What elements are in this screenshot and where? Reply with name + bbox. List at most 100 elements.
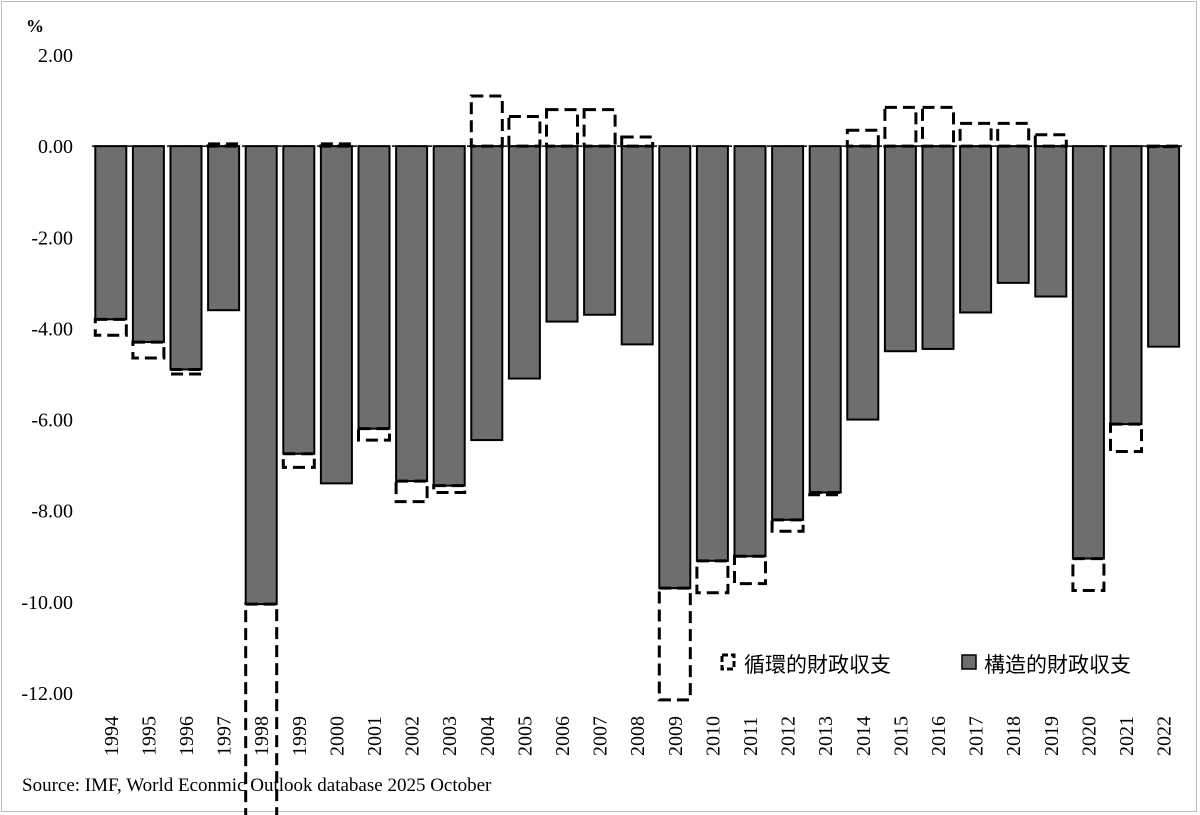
- x-tick-label: 2009: [665, 716, 687, 756]
- x-tick-label: 1994: [101, 716, 123, 756]
- x-tick-label: 2015: [890, 716, 912, 756]
- bar-cyclical-1995: [131, 340, 166, 360]
- bar-cyclical-2002: [394, 479, 429, 504]
- bar-cyclical-2012: [770, 518, 805, 533]
- bar-structural-2003: [432, 145, 466, 487]
- bar-structural-2015: [883, 145, 917, 353]
- x-tick-label: 2010: [702, 716, 724, 756]
- x-tick-label: 2006: [552, 716, 574, 756]
- bar-structural-1994: [94, 145, 128, 321]
- bar-structural-2000: [319, 145, 353, 485]
- x-axis: 1994 1995 1996 1997 1998 1999 2000 2001 2002 2003…: [101, 716, 1176, 756]
- x-tick-label: 2005: [514, 716, 536, 756]
- bar-structural-1998: [244, 145, 278, 606]
- bar-cyclical-2019: [1033, 133, 1068, 148]
- x-tick-label: 2011: [740, 717, 762, 756]
- bar-cyclical-2013: [808, 490, 843, 497]
- legend-label-cyclical: 循環的財政収支: [744, 653, 891, 677]
- legend-swatch-structural: [961, 654, 977, 670]
- x-tick-label: 2020: [1078, 716, 1100, 756]
- x-tick-label: 2019: [1041, 716, 1063, 756]
- bar-cyclical-2011: [733, 554, 767, 586]
- bar-cyclical-1997: [206, 142, 241, 148]
- y-tick-label: -12.00: [21, 683, 73, 705]
- bar-structural-2017: [959, 145, 993, 314]
- bar-structural-1997: [207, 145, 241, 312]
- bar-cyclical-2018: [996, 121, 1031, 148]
- bar-structural-1996: [169, 145, 203, 371]
- x-tick-label: 2008: [627, 716, 649, 756]
- bar-structural-2009: [658, 145, 692, 590]
- legend-label-structural: 構造的財政収支: [984, 653, 1131, 677]
- y-tick-label: -8.00: [31, 501, 73, 523]
- bar-cyclical-2006: [545, 108, 579, 148]
- bar-cyclical-1994: [93, 317, 128, 337]
- source-note: Source: IMF, World Econmic Outlook datab…: [22, 775, 492, 796]
- x-tick-label: 2017: [966, 716, 988, 756]
- bar-cyclical-2008: [620, 135, 655, 148]
- y-unit-label: %: [26, 16, 44, 36]
- bar-structural-2013: [808, 145, 842, 494]
- bar-structural-2016: [921, 145, 955, 350]
- bar-structural-2004: [470, 145, 504, 442]
- bar-cyclical-2004: [469, 94, 504, 148]
- bar-structural-1995: [131, 145, 165, 344]
- bar-structural-2007: [583, 145, 617, 316]
- y-tick-label: -2.00: [31, 227, 73, 249]
- x-tick-label: 2013: [815, 716, 837, 756]
- bar-structural-2020: [1071, 145, 1105, 560]
- bar-cyclical-2016: [921, 105, 955, 148]
- bar-cyclical-2014: [845, 128, 880, 148]
- y-tick-label: -6.00: [31, 410, 73, 432]
- bar-structural-2010: [695, 145, 729, 562]
- bar-cyclical-2007: [582, 108, 617, 148]
- x-tick-label: 2002: [402, 716, 424, 756]
- bar-cyclical-2000: [319, 142, 354, 148]
- bar-cyclical-2001: [357, 427, 391, 442]
- legend: 循環的財政収支 構造的財政収支: [720, 653, 1131, 677]
- bar-structural-2011: [733, 145, 767, 558]
- y-axis: 2.00 0.00 -2.00 -4.00 -6.00 -8.00 -10.00 -12.00: [21, 45, 73, 705]
- x-tick-label: 2000: [326, 716, 348, 756]
- x-tick-label: 2003: [439, 716, 461, 756]
- x-tick-label: 2022: [1154, 716, 1176, 756]
- bar-structural-2001: [357, 145, 391, 430]
- x-tick-label: 2016: [928, 716, 950, 756]
- bar-structural-2019: [1034, 145, 1068, 298]
- y-tick-label: 2.00: [38, 45, 73, 67]
- x-tick-label: 1997: [214, 716, 236, 756]
- bar-structural-2022: [1147, 145, 1181, 348]
- x-tick-label: 1995: [138, 716, 160, 756]
- bar-cyclical-2005: [507, 115, 542, 148]
- bar-structural-2008: [620, 145, 654, 346]
- x-tick-label: 1999: [289, 716, 311, 756]
- bar-structural-1999: [282, 145, 316, 455]
- x-tick-label: 2004: [477, 716, 499, 756]
- bar-cyclical-2021: [1109, 422, 1143, 453]
- bar-structural-2018: [996, 145, 1030, 284]
- legend-swatch-cyclical: [720, 653, 736, 671]
- bar-cyclical-2010: [695, 559, 730, 595]
- y-tick-label: -4.00: [31, 318, 73, 340]
- bar-structural-2006: [545, 145, 579, 323]
- bar-cyclical-2009: [657, 586, 692, 702]
- bar-structural-2014: [846, 145, 880, 421]
- y-tick-label: 0.00: [38, 136, 73, 158]
- x-tick-label: 2012: [778, 716, 800, 756]
- bar-cyclical-2017: [958, 121, 993, 148]
- x-tick-label: 2007: [590, 716, 612, 756]
- x-tick-label: 1996: [176, 716, 198, 756]
- x-tick-label: 2018: [1003, 716, 1025, 756]
- bars: [92, 94, 1183, 815]
- bar-cyclical-2020: [1071, 557, 1106, 592]
- bar-structural-2005: [507, 145, 541, 380]
- y-tick-label: -10.00: [21, 592, 73, 614]
- bar-cyclical-1999: [281, 452, 316, 469]
- x-tick-label: 2014: [853, 716, 875, 756]
- bar-cyclical-2015: [883, 105, 918, 148]
- bar-cyclical-2003: [432, 484, 467, 494]
- bar-structural-2002: [395, 145, 429, 483]
- x-tick-label: 2001: [364, 716, 386, 756]
